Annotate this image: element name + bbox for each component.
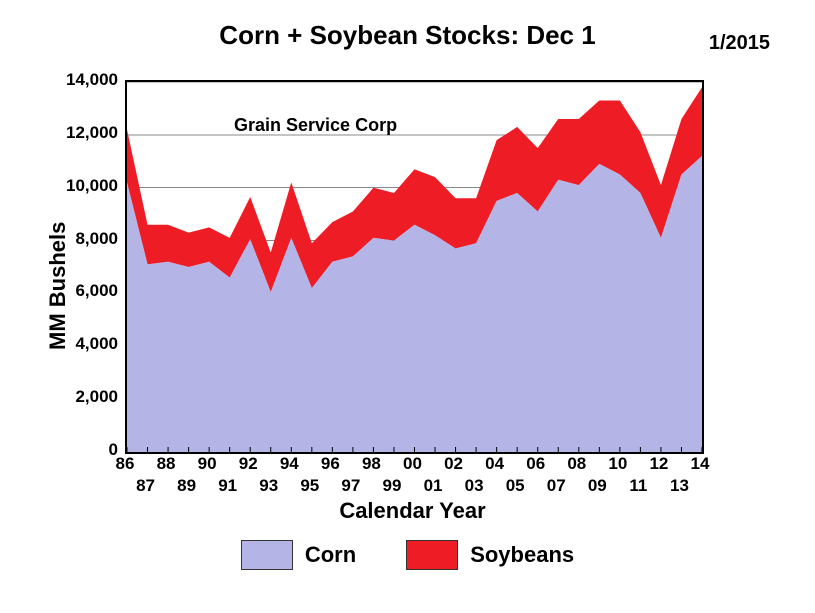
x-tick-label: 97 (341, 476, 360, 496)
y-tick-label: 14,000 (66, 70, 118, 90)
legend-item-soybeans: Soybeans (406, 540, 574, 570)
y-tick-label: 2,000 (75, 387, 118, 407)
x-tick-label: 14 (691, 454, 710, 474)
y-tick-labels: 02,0004,0006,0008,00010,00012,00014,000 (58, 80, 118, 450)
x-tick-label: 00 (403, 454, 422, 474)
x-tick-label: 94 (280, 454, 299, 474)
x-tick-label: 04 (485, 454, 504, 474)
x-tick-label: 02 (444, 454, 463, 474)
x-tick-label: 95 (300, 476, 319, 496)
x-tick-label: 88 (157, 454, 176, 474)
date-note: 1/2015 (709, 32, 770, 55)
x-tick-label: 03 (465, 476, 484, 496)
x-tick-label: 10 (608, 454, 627, 474)
legend-swatch-soybeans (406, 540, 458, 570)
x-tick-label: 86 (116, 454, 135, 474)
x-tick-label: 06 (526, 454, 545, 474)
y-tick-label: 8,000 (75, 229, 118, 249)
x-tick-label: 99 (382, 476, 401, 496)
x-tick-label: 98 (362, 454, 381, 474)
x-tick-label: 11 (629, 476, 647, 496)
chart-title: Corn + Soybean Stocks: Dec 1 (0, 20, 815, 51)
legend-item-corn: Corn (241, 540, 356, 570)
x-tick-label: 87 (136, 476, 155, 496)
x-tick-label: 08 (567, 454, 586, 474)
y-tick-label: 12,000 (66, 123, 118, 143)
chart-container: Corn + Soybean Stocks: Dec 1 1/2015 MM B… (0, 0, 815, 613)
x-tick-label: 09 (588, 476, 607, 496)
x-tick-label: 13 (670, 476, 689, 496)
legend-swatch-corn (241, 540, 293, 570)
y-tick-label: 4,000 (75, 334, 118, 354)
legend-label-corn: Corn (305, 542, 356, 568)
x-tick-label: 07 (547, 476, 566, 496)
x-tick-label: 12 (649, 454, 668, 474)
x-tick-label: 92 (239, 454, 258, 474)
legend-label-soybeans: Soybeans (470, 542, 574, 568)
x-tick-label: 01 (424, 476, 443, 496)
x-tick-label: 05 (506, 476, 525, 496)
x-axis-label: Calendar Year (125, 498, 700, 524)
x-tick-label: 93 (259, 476, 278, 496)
legend: Corn Soybeans (0, 540, 815, 570)
y-tick-label: 10,000 (66, 176, 118, 196)
source-label: Grain Service Corp (234, 115, 397, 136)
x-tick-label: 90 (198, 454, 217, 474)
x-tick-label: 91 (218, 476, 237, 496)
chart-svg (127, 82, 702, 452)
x-tick-labels: 8688909294969800020406081012148789919395… (125, 454, 700, 504)
plot-area: Grain Service Corp (125, 80, 704, 454)
y-tick-label: 6,000 (75, 281, 118, 301)
x-tick-label: 96 (321, 454, 340, 474)
x-tick-label: 89 (177, 476, 196, 496)
